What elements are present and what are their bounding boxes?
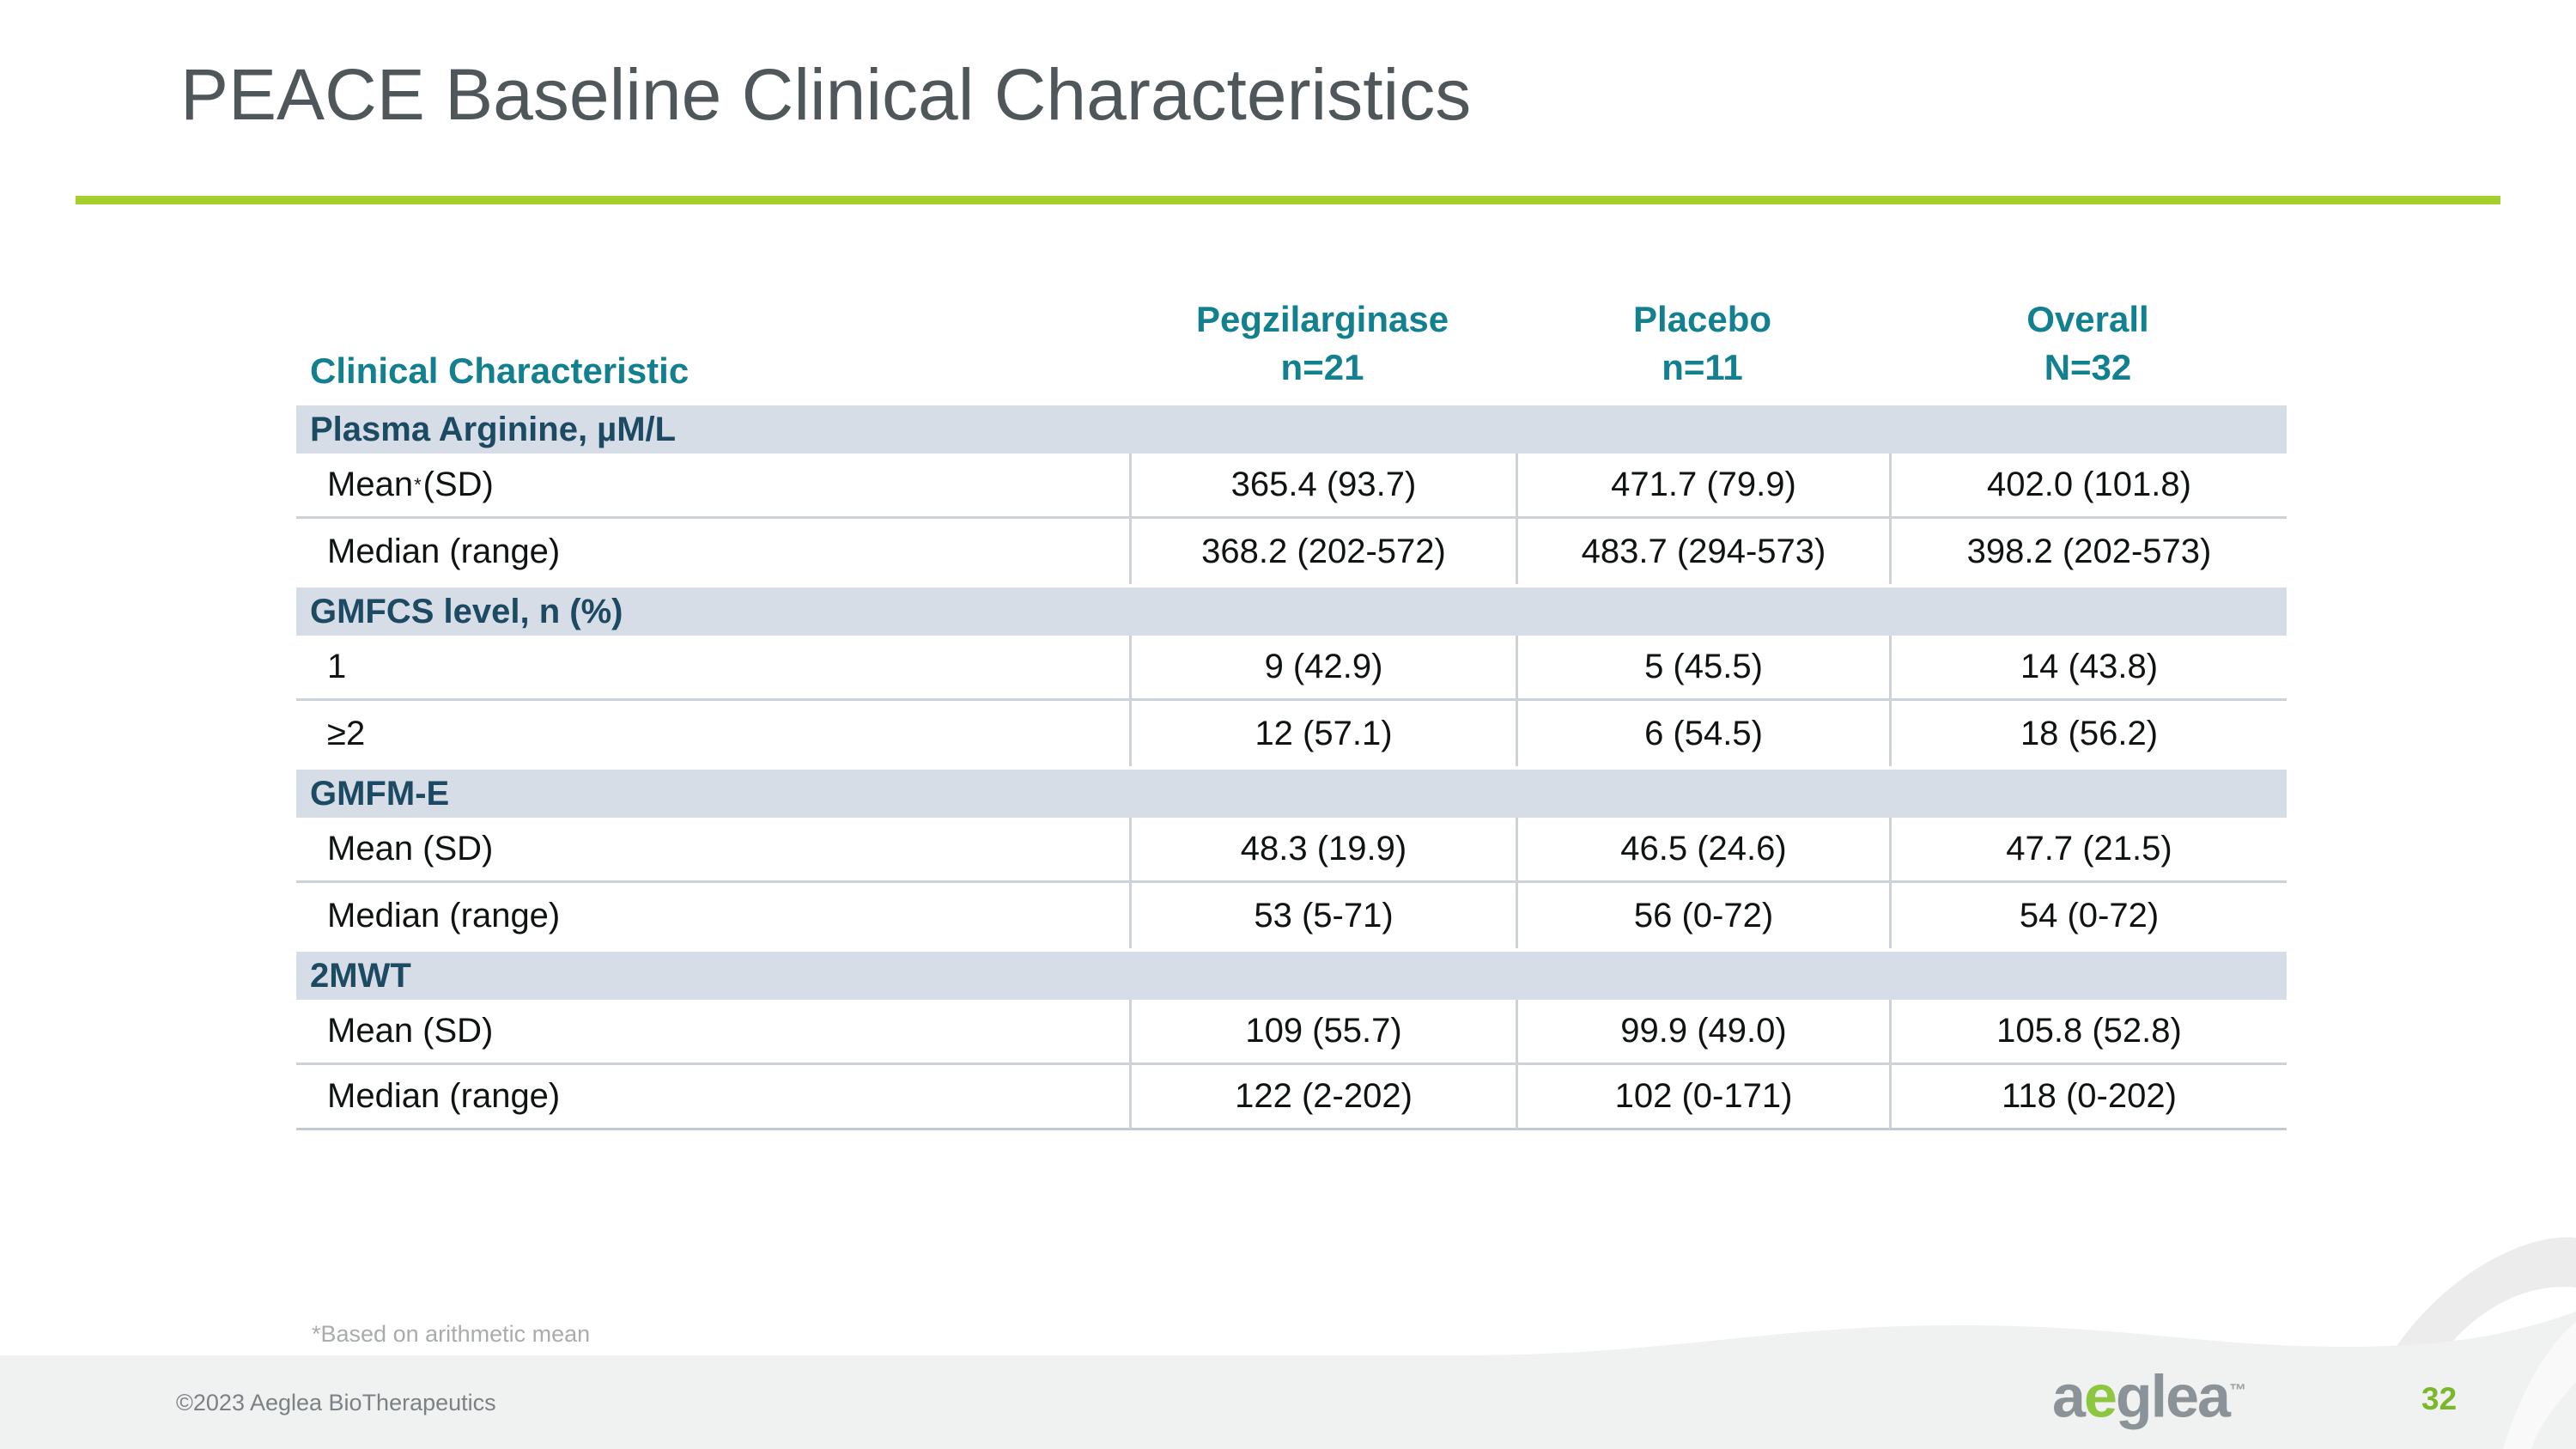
trademark-symbol: ™ <box>2228 1381 2246 1400</box>
row-label-text: 1 <box>327 648 347 685</box>
cell-value: 471.7 (79.9) <box>1516 454 1889 519</box>
page-title: PEACE Baseline Clinical Characteristics <box>180 54 1472 135</box>
aeglea-logo: aeglea™ <box>2052 1361 2246 1426</box>
cell-value: 56 (0-72) <box>1516 883 1889 948</box>
cell-value: 9 (42.9) <box>1129 636 1516 701</box>
cell-value: 402.0 (101.8) <box>1889 454 2287 519</box>
footer-band <box>0 1312 2576 1449</box>
cell-value: 14 (43.8) <box>1889 636 2287 701</box>
cell-value: 102 (0-171) <box>1516 1065 1889 1130</box>
cell-value: 365.4 (93.7) <box>1129 454 1516 519</box>
row-label-text: Median (range) <box>327 532 561 570</box>
page-number: 32 <box>2421 1381 2458 1416</box>
row-label-text: Mean (SD) <box>327 830 494 868</box>
cell-value: 99.9 (49.0) <box>1516 1000 1889 1065</box>
row-label: Mean * (SD) <box>296 454 1129 519</box>
section-header-plasma-arginine: Plasma Arginine, µM/L <box>296 405 2287 454</box>
title-divider-rule <box>76 196 2500 204</box>
row-label-text: ≥2 <box>327 714 366 752</box>
cell-value: 6 (54.5) <box>1516 701 1889 766</box>
cell-value: 122 (2-202) <box>1129 1065 1516 1130</box>
row-label: ≥2 <box>296 701 1129 766</box>
cell-value: 47.7 (21.5) <box>1889 818 2287 883</box>
column-n: N=32 <box>2044 347 2132 387</box>
cell-value: 105.8 (52.8) <box>1889 1000 2287 1065</box>
column-n: n=21 <box>1280 347 1364 387</box>
row-label: Median (range) <box>296 1065 1129 1130</box>
table-header-placebo: Placebo n=11 <box>1516 292 1889 402</box>
row-label-suffix: (SD) <box>422 466 494 503</box>
cell-value: 118 (0-202) <box>1889 1065 2287 1130</box>
cell-value: 109 (55.7) <box>1129 1000 1516 1065</box>
cell-value: 483.7 (294-573) <box>1516 519 1889 584</box>
row-label: Median (range) <box>296 519 1129 584</box>
logo-letters-glea: glea <box>2115 1362 2231 1430</box>
section-header-2mwt: 2MWT <box>296 952 2287 1000</box>
table-header-label: Clinical Characteristic <box>310 350 690 391</box>
copyright-text: ©2023 Aeglea BioTherapeutics <box>176 1390 496 1416</box>
table-header-overall: Overall N=32 <box>1889 292 2287 402</box>
section-header-gmfcs: GMFCS level, n (%) <box>296 588 2287 636</box>
table-header-clinical-characteristic: Clinical Characteristic <box>296 292 1129 402</box>
cell-value: 368.2 (202-572) <box>1129 519 1516 584</box>
row-label-text: Mean <box>327 466 414 503</box>
logo-letter-e-green: e <box>2083 1362 2117 1430</box>
row-label: Median (range) <box>296 883 1129 948</box>
cell-value: 5 (45.5) <box>1516 636 1889 701</box>
table-header-pegzilarginase: Pegzilarginase n=21 <box>1129 292 1516 402</box>
row-label-text: Median (range) <box>327 1077 561 1115</box>
cell-value: 398.2 (202-573) <box>1889 519 2287 584</box>
cell-value: 54 (0-72) <box>1889 883 2287 948</box>
baseline-characteristics-table: Clinical Characteristic Pegzilarginase n… <box>296 292 2287 1130</box>
column-title: Pegzilarginase <box>1195 299 1449 339</box>
cell-value: 18 (56.2) <box>1889 701 2287 766</box>
section-header-gmfm-e: GMFM-E <box>296 770 2287 818</box>
column-title: Placebo <box>1632 299 1772 339</box>
cell-value: 53 (5-71) <box>1129 883 1516 948</box>
row-label-text: Median (range) <box>327 896 561 935</box>
cell-value: 12 (57.1) <box>1129 701 1516 766</box>
row-label: 1 <box>296 636 1129 701</box>
logo-letter-a: a <box>2052 1362 2086 1430</box>
footer-wave-decoration <box>0 1237 2576 1449</box>
column-n: n=11 <box>1662 347 1743 387</box>
cell-value: 46.5 (24.6) <box>1516 818 1889 883</box>
cell-value: 48.3 (19.9) <box>1129 818 1516 883</box>
footer-white-ribbon <box>2503 1322 2576 1449</box>
swoosh-crescent <box>2396 1237 2576 1361</box>
row-label: Mean (SD) <box>296 1000 1129 1065</box>
row-label-text: Mean (SD) <box>327 1012 494 1050</box>
footnote: *Based on arithmetic mean <box>312 1321 591 1347</box>
row-label: Mean (SD) <box>296 818 1129 883</box>
column-title: Overall <box>2026 299 2149 339</box>
